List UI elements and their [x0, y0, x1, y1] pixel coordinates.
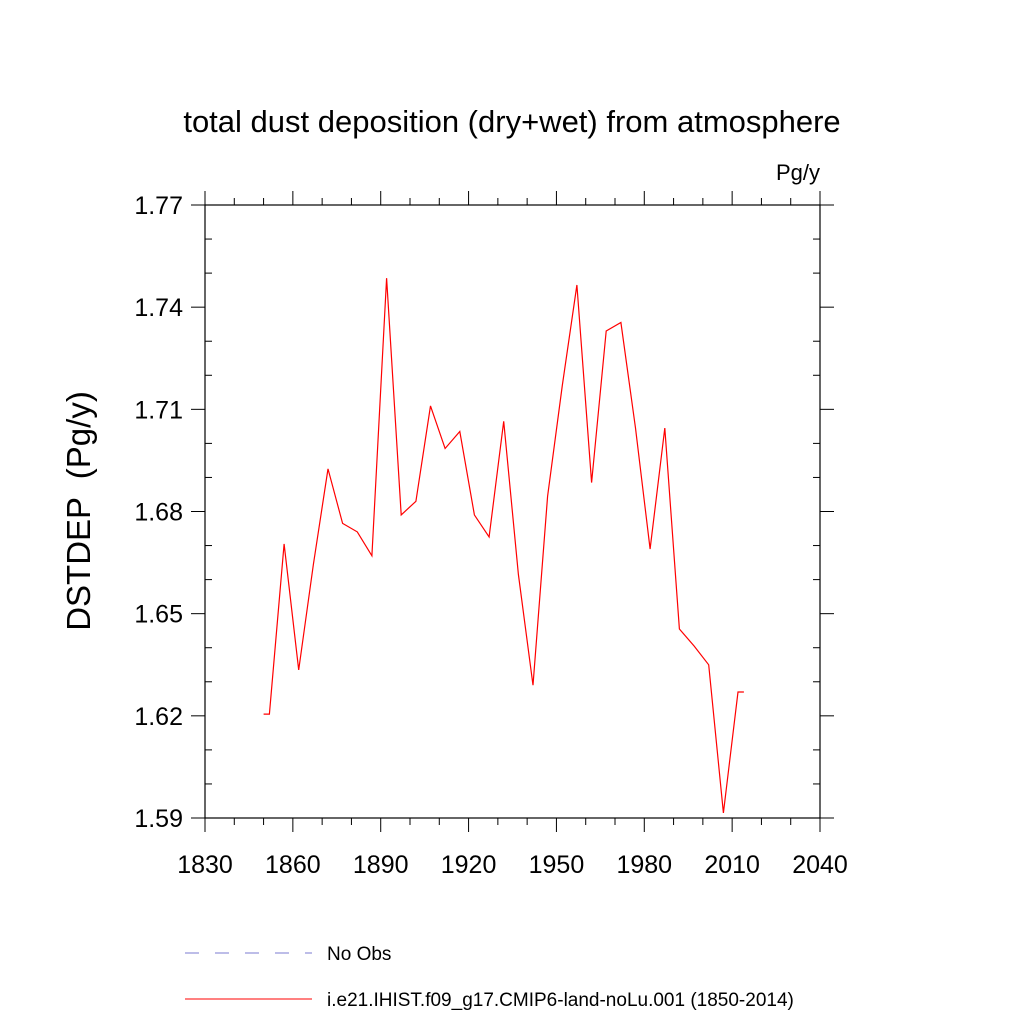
y-axis-label: DSTDEP (Pg/y): [60, 391, 97, 631]
y-tick-label: 1.77: [134, 192, 183, 220]
x-tick-label: 1950: [529, 851, 585, 879]
legend: No Obs i.e21.IHIST.f09_g17.CMIP6-land-noL…: [185, 944, 794, 1011]
x-tick-label: 1830: [177, 851, 233, 879]
x-tick-label: 1980: [616, 851, 672, 879]
y-tick-label: 1.74: [134, 294, 183, 322]
x-tick-label: 2010: [704, 851, 760, 879]
y-tick-label: 1.65: [134, 601, 183, 629]
units-label: Pg/y: [776, 160, 820, 185]
x-tick-label: 1890: [353, 851, 409, 879]
axes: 1830 1860 1890 1920 1950 1980 2010 2040 1.59 1.62…: [134, 191, 848, 879]
legend-label: i.e21.IHIST.f09_g17.CMIP6-land-noLu.001 …: [327, 990, 794, 1011]
x-tick-label: 1860: [265, 851, 321, 879]
legend-label: No Obs: [327, 944, 391, 965]
y-tick-label: 1.62: [134, 703, 183, 731]
plot-series: [263, 278, 744, 813]
y-tick-label: 1.68: [134, 499, 183, 527]
x-tick-label: 1920: [441, 851, 497, 879]
x-tick-label: 2040: [792, 851, 848, 879]
y-tick-label: 1.59: [134, 805, 183, 833]
chart-title: total dust deposition (dry+wet) from atm…: [183, 104, 840, 139]
y-tick-label: 1.71: [134, 396, 183, 424]
series-line: [263, 278, 744, 813]
